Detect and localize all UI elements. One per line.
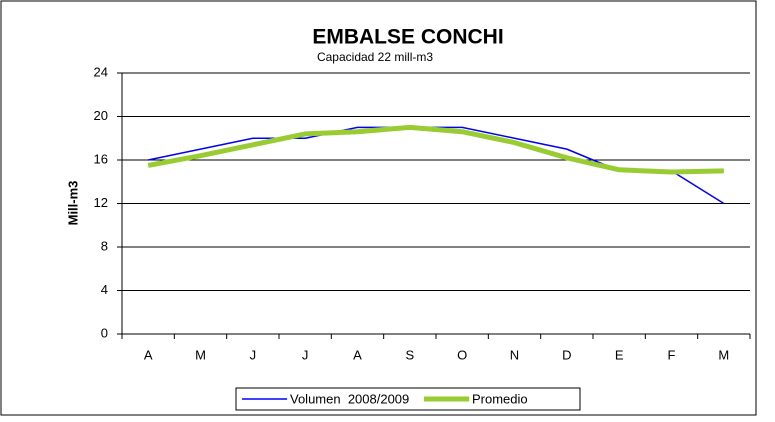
y-axis-label: Mill-m3	[65, 181, 80, 226]
x-tick-label: A	[353, 347, 362, 362]
y-tick-label: 24	[94, 64, 108, 79]
y-tick-label: 16	[94, 151, 108, 166]
legend-box	[235, 387, 581, 411]
legend-label: Promedio	[472, 391, 528, 406]
x-tick-label: O	[457, 347, 467, 362]
x-tick-label: D	[562, 347, 571, 362]
line-series	[147, 124, 724, 175]
x-tick-label: J	[302, 347, 309, 362]
y-tick-label: 8	[101, 238, 108, 253]
y-tick-label: 4	[101, 282, 108, 297]
x-tick-label: M	[718, 347, 729, 362]
y-tick-label: 12	[94, 195, 108, 210]
chart-border	[0, 0, 757, 416]
chart-subtitle: Capacidad 22 mill-m3	[317, 50, 433, 64]
chart-title: EMBALSE CONCHI	[312, 26, 503, 49]
x-tick-label: S	[405, 347, 414, 362]
x-tick-label: M	[195, 347, 206, 362]
x-tick-label: E	[615, 347, 624, 362]
x-tick-label: A	[144, 347, 153, 362]
y-tick-label: 20	[94, 108, 108, 123]
x-tick-label: F	[668, 347, 676, 362]
legend-label: Volumen 2008/2009	[290, 391, 409, 406]
x-tick-label: N	[510, 347, 519, 362]
x-tick-label: J	[250, 347, 257, 362]
y-tick-label: 0	[101, 325, 108, 340]
